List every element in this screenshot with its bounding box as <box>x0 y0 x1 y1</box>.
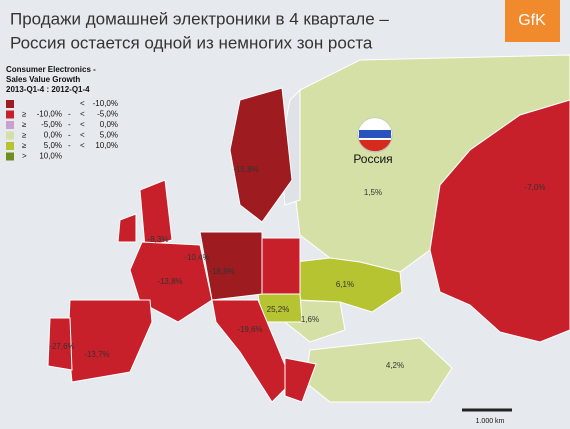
legend-swatch <box>6 131 14 140</box>
region-label: -7,0% <box>525 183 546 192</box>
region-label: 6,1% <box>336 280 354 289</box>
legend-label: < <box>80 141 85 150</box>
flag-red <box>359 140 391 152</box>
legend-label: < <box>80 131 85 140</box>
legend-label: -5,0% <box>97 110 118 119</box>
uk <box>139 179 173 248</box>
legend-label: - <box>68 110 71 119</box>
italy <box>211 299 293 403</box>
region-label: 4,2% <box>386 361 404 370</box>
region-label: -27,6% <box>49 342 74 351</box>
legend-label: < <box>80 110 85 119</box>
legend-label: 10,0% <box>95 141 118 150</box>
legend-title: Sales Value Growth <box>6 75 80 84</box>
legend-swatch <box>6 152 14 161</box>
ireland <box>117 213 137 243</box>
region-label: 1,6% <box>301 315 319 324</box>
title: Продажи домашней электроники в 4 квартал… <box>10 9 389 28</box>
legend-label: > <box>22 152 27 161</box>
legend-label: - <box>68 141 71 150</box>
legend-label: -10,0% <box>93 99 118 108</box>
region-label: -8,3% <box>148 235 169 244</box>
legend-label: 0,0% <box>100 120 118 129</box>
legend-swatch <box>6 100 14 108</box>
region-label: -15,8% <box>233 165 258 174</box>
legend-label: - <box>68 131 71 140</box>
legend-label: ≥ <box>22 120 27 129</box>
greece <box>284 357 317 403</box>
legend-label: 10,0% <box>39 152 62 161</box>
region-label: 25,2% <box>267 305 290 314</box>
legend-swatch <box>6 142 14 150</box>
kazakhstan <box>429 99 570 343</box>
scale-label: 1.000 km <box>476 418 505 425</box>
title: Россия остается одной из немногих зон ро… <box>10 33 373 52</box>
legend-title: 2013-Q1-4 : 2012-Q1-4 <box>6 85 90 94</box>
legend-title: Consumer Electronics - <box>6 65 96 74</box>
region-label: 1,5% <box>364 188 382 197</box>
legend-label: -10,0% <box>37 110 62 119</box>
legend-label: - <box>68 120 71 129</box>
region-label: -13,7% <box>84 350 109 359</box>
region-label: -19,6% <box>237 325 262 334</box>
legend-swatch <box>6 110 14 119</box>
legend-label: < <box>80 99 85 108</box>
legend-swatch <box>6 121 14 129</box>
flag-blue <box>359 130 391 138</box>
country-label: Россия <box>353 152 392 166</box>
region-label: -10,4% <box>184 253 209 262</box>
legend-label: ≥ <box>22 131 27 140</box>
legend-label: < <box>80 120 85 129</box>
portugal <box>47 317 73 371</box>
legend-label: 0,0% <box>44 131 62 140</box>
map <box>47 54 570 412</box>
region-label: -18,8% <box>209 267 234 276</box>
scandinavia <box>229 87 293 223</box>
logo: GfK <box>518 12 546 29</box>
legend-label: ≥ <box>22 110 27 119</box>
legend-label: 5,0% <box>44 141 62 150</box>
legend-label: 5,0% <box>100 131 118 140</box>
region-label: -13,8% <box>157 277 182 286</box>
logo-box <box>505 0 560 42</box>
legend-label: -5,0% <box>41 120 62 129</box>
poland <box>261 237 301 295</box>
legend-label: ≥ <box>22 141 27 150</box>
